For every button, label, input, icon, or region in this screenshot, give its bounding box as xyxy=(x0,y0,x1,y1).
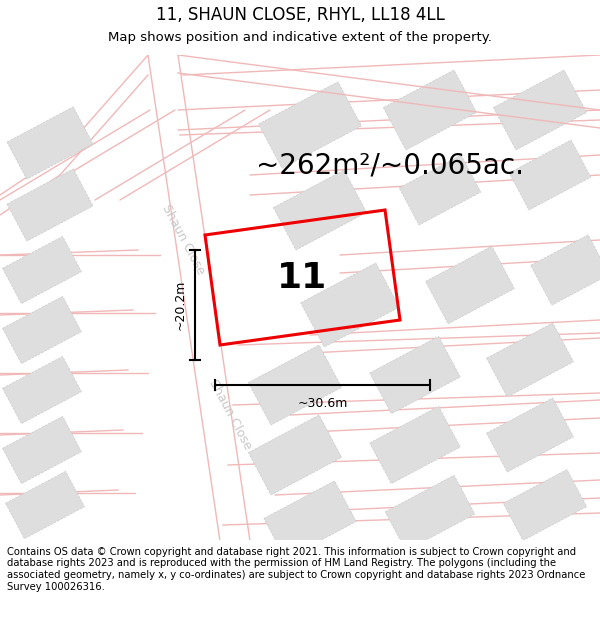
Bar xyxy=(2,356,82,424)
Text: Contains OS data © Crown copyright and database right 2021. This information is : Contains OS data © Crown copyright and d… xyxy=(7,547,586,592)
Bar xyxy=(509,140,591,210)
Bar xyxy=(7,169,93,241)
Bar xyxy=(370,406,460,484)
Bar xyxy=(399,155,481,225)
Text: ~30.6m: ~30.6m xyxy=(298,397,347,410)
Bar xyxy=(383,70,476,150)
Text: Map shows position and indicative extent of the property.: Map shows position and indicative extent… xyxy=(108,31,492,44)
Bar xyxy=(531,235,600,305)
Bar xyxy=(487,398,574,472)
Bar xyxy=(248,415,341,495)
Text: ~20.2m: ~20.2m xyxy=(174,280,187,330)
Bar xyxy=(487,323,574,397)
Bar xyxy=(425,246,514,324)
Bar xyxy=(7,107,93,179)
Bar xyxy=(301,263,399,347)
Bar xyxy=(264,481,356,559)
Text: Shaun Close: Shaun Close xyxy=(206,378,254,452)
Text: Shaun Close: Shaun Close xyxy=(159,202,207,278)
Bar xyxy=(248,345,341,425)
Bar xyxy=(503,469,587,541)
Bar xyxy=(370,336,460,414)
Bar xyxy=(2,296,82,364)
Bar xyxy=(493,70,587,150)
Bar xyxy=(2,236,82,304)
Bar xyxy=(274,170,367,250)
Polygon shape xyxy=(148,55,258,595)
Bar xyxy=(2,416,82,484)
Bar xyxy=(259,82,361,168)
Text: 11, SHAUN CLOSE, RHYL, LL18 4LL: 11, SHAUN CLOSE, RHYL, LL18 4LL xyxy=(155,6,445,24)
Bar xyxy=(5,471,85,539)
Bar xyxy=(385,475,475,551)
Text: 11: 11 xyxy=(277,261,328,294)
Text: ~262m²/~0.065ac.: ~262m²/~0.065ac. xyxy=(256,151,524,179)
